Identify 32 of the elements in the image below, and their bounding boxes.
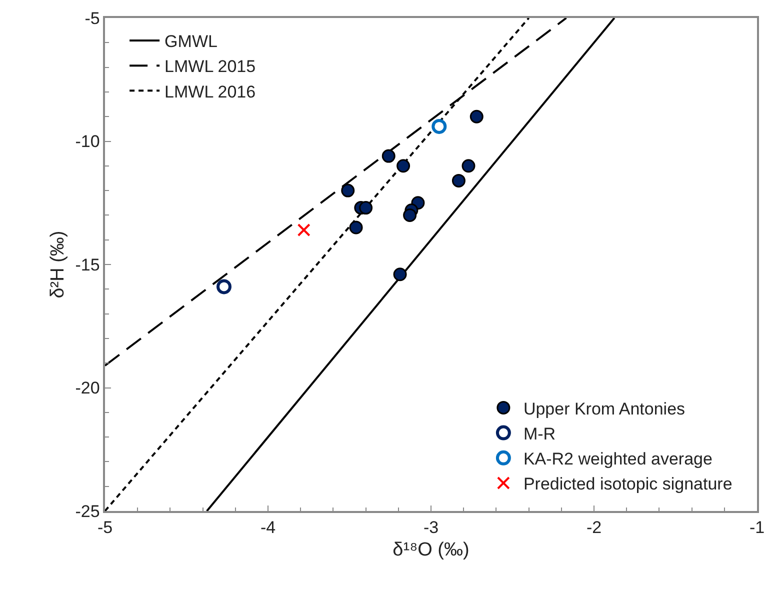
- point: [462, 159, 476, 173]
- point: [349, 220, 363, 234]
- point: [403, 208, 417, 222]
- point: [297, 223, 310, 236]
- y-axis-title: δ²H (‰): [48, 230, 69, 298]
- point: [216, 279, 232, 294]
- legend-label: Predicted isotopic signature: [523, 474, 732, 494]
- point: [396, 159, 410, 173]
- x-tick-label: -1: [749, 518, 765, 538]
- point: [382, 149, 396, 163]
- y-tick-label: -20: [75, 378, 100, 398]
- point: [452, 174, 466, 188]
- legend-label: M-R: [523, 424, 556, 444]
- point: [341, 184, 355, 198]
- point: [359, 201, 373, 215]
- legend-label: KA-R2 weighted average: [523, 450, 712, 469]
- legend-label: GMWL: [164, 32, 218, 52]
- point: [432, 118, 447, 134]
- x-tick-label: -2: [586, 518, 602, 538]
- x-axis-title: δ¹⁸O (‰): [392, 539, 470, 560]
- y-tick-label: -5: [84, 8, 100, 28]
- point: [470, 110, 484, 124]
- x-tick-label: -5: [97, 518, 113, 538]
- y-tick-label: -10: [75, 132, 100, 152]
- legend-label: Upper Krom Antonies: [523, 399, 686, 418]
- legend-label: LMWL 2015: [164, 57, 256, 76]
- y-tick-label: -25: [75, 502, 100, 521]
- x-tick-label: -4: [260, 518, 276, 538]
- point: [393, 268, 407, 282]
- y-tick-label: -15: [75, 255, 100, 274]
- x-tick-label: -3: [423, 518, 439, 538]
- legend-label: LMWL 2016: [164, 82, 256, 102]
